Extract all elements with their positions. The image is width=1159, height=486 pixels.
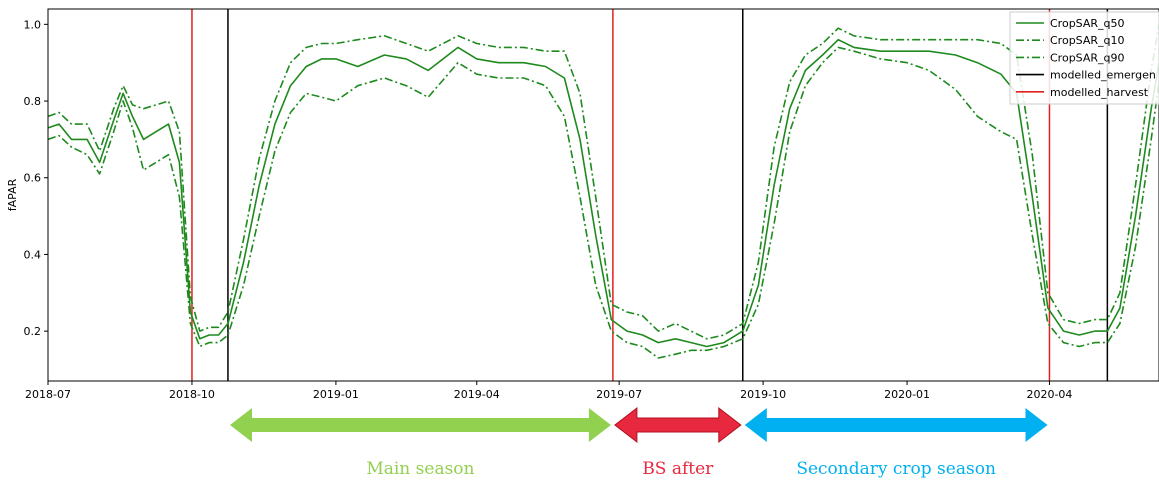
legend-label: CropSAR_q90 [1050,51,1125,64]
y-tick-label: 0.4 [24,248,42,261]
series-cropsar-q10 [47,46,1159,359]
season-annotations: Main season BS after Secondary crop season [230,406,1048,479]
legend-label: modelled_emergen [1050,69,1156,82]
y-axis-label: fAPAR [6,178,19,211]
plot-frame [47,8,1159,382]
legend-label: CropSAR_q10 [1050,34,1125,47]
legend-label: modelled_harvest [1050,86,1149,99]
y-axis: 0.2 0.4 0.6 0.8 1.0 [24,18,48,338]
y-tick-label: 0.2 [24,325,42,338]
legend-label: CropSAR_q50 [1050,17,1125,30]
legend: CropSAR_q50 CropSAR_q10 CropSAR_q90modelle… [1009,11,1159,105]
y-tick-label: 1.0 [24,18,42,31]
y-tick-label: 0.6 [24,172,42,185]
series-cropsar-q90 [47,24,1159,340]
x-tick-label: 2019-07 [596,388,642,401]
series-cropsar-q50 [47,38,1159,348]
x-tick-label: 2019-04 [454,388,500,401]
x-axis: 2018-07 2018-10 2019-01 2019-04 2019-07 2019-… [25,381,1072,401]
bs-after-arrow [614,406,742,444]
x-tick-label: 2020-01 [884,388,930,401]
x-tick-label: 2018-07 [25,388,71,401]
x-tick-label: 2018-10 [169,388,215,401]
main-season-arrow [230,408,611,442]
secondary-crop-season-label: Secondary crop season [796,459,996,479]
x-tick-label: 2020-04 [1026,388,1072,401]
event-lines [191,9,1109,381]
main-season-label: Main season [366,459,474,479]
x-tick-label: 2019-01 [313,388,359,401]
bs-after-label: BS after [642,459,714,479]
x-tick-label: 2019-10 [740,388,786,401]
y-tick-label: 0.8 [24,95,42,108]
secondary-crop-season-arrow [744,408,1048,442]
series-lines [47,24,1159,359]
